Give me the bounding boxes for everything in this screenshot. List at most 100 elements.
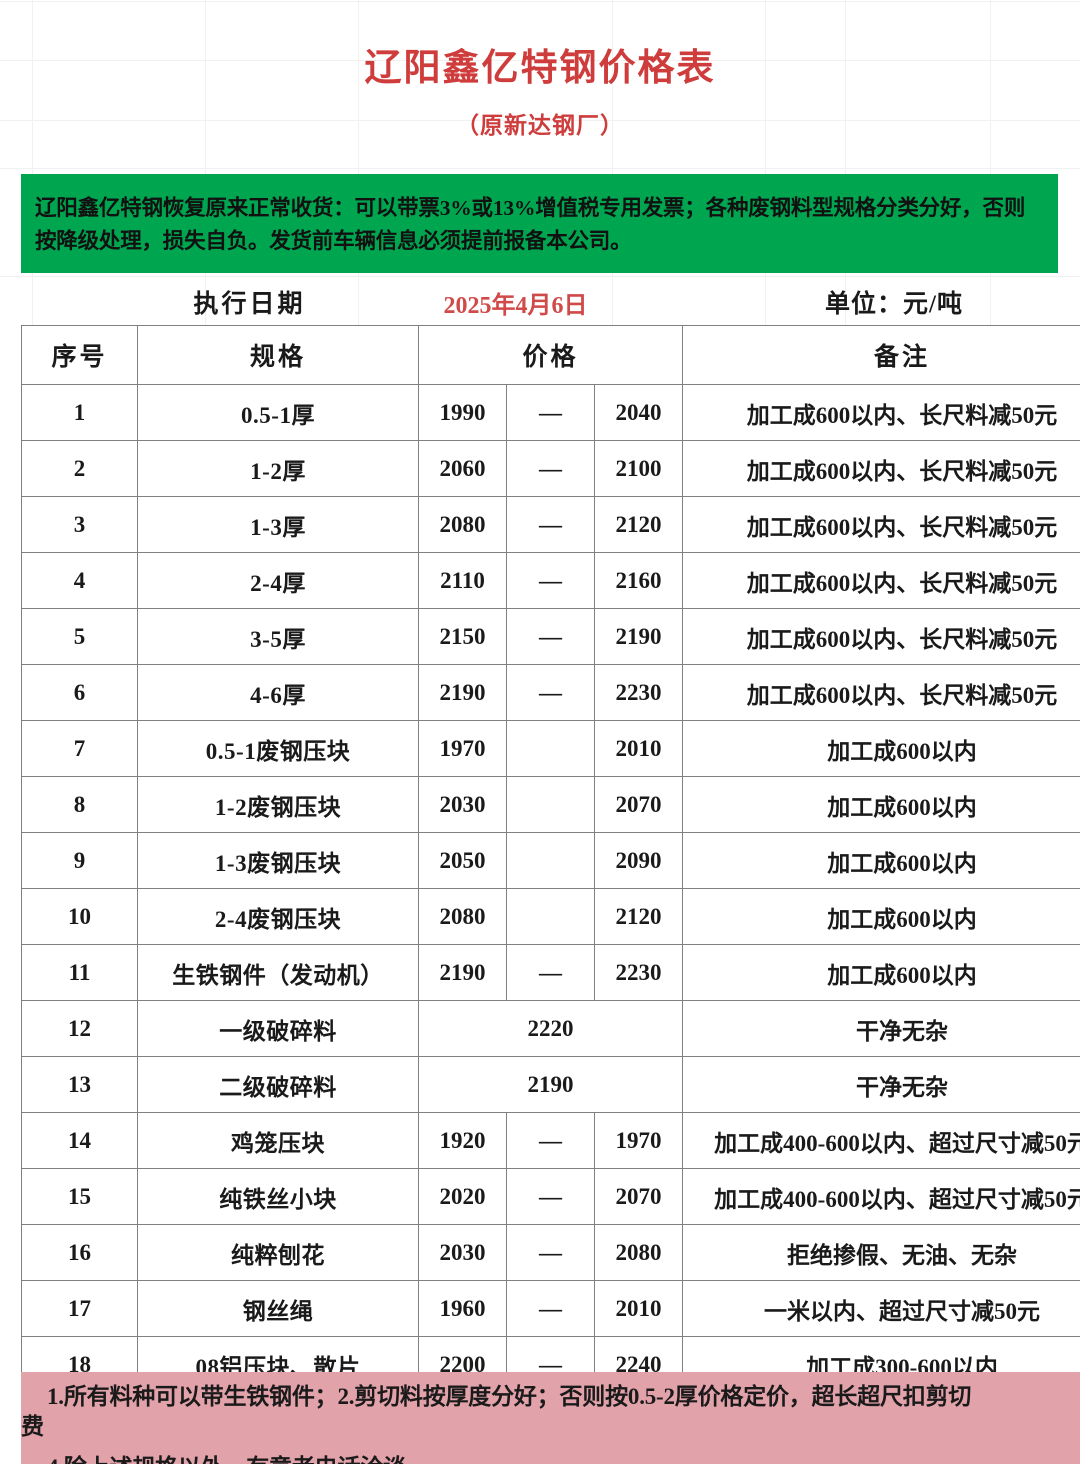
- page-title: 辽阳鑫亿特钢价格表: [364, 48, 716, 89]
- column-header-no: 序号: [21, 325, 138, 385]
- table-row: 16 纯粹刨花 2030—2080 拒绝掺假、无油、无杂: [21, 1224, 1080, 1281]
- price-high-cell: 2070: [593, 1168, 684, 1225]
- table-row: 6 4-6厚 2190—2230 加工成600以内、长尺料减50元: [21, 664, 1080, 721]
- price-range-dash: —: [506, 888, 595, 945]
- footer-notes: 1.所有料种可以带生铁钢件；2.剪切料按厚度分好；否则按0.5-2厚价格定价，超…: [21, 1372, 1080, 1464]
- remark-cell: 加工成600以内、长尺料减50元: [682, 608, 1080, 665]
- table-row: 3 1-3厚 2080—2120 加工成600以内、长尺料减50元: [21, 496, 1080, 553]
- table-row: 2 1-2厚 2060—2100 加工成600以内、长尺料减50元: [21, 440, 1080, 497]
- row-index-cell: 4: [21, 552, 138, 609]
- price-range-dash: —: [506, 1112, 595, 1169]
- table-row: 17 钢丝绳 1960—2010 一米以内、超过尺寸减50元: [21, 1280, 1080, 1337]
- table-row: 5 3-5厚 2150—2190 加工成600以内、长尺料减50元: [21, 608, 1080, 665]
- spec-cell: 二级破碎料: [137, 1056, 419, 1113]
- unit-label: 单位：元/吨: [825, 291, 963, 318]
- price-high-cell: 2160: [593, 552, 684, 609]
- price-high-cell: 2040: [593, 384, 684, 441]
- price-low-cell: 2080: [418, 888, 507, 945]
- price-range-dash: —: [506, 1280, 595, 1337]
- table-row: 18 08铝压块、散片 2200—2240 加工成300-600以内: [21, 1336, 1080, 1393]
- remark-cell: 拒绝掺假、无油、无杂: [682, 1224, 1080, 1281]
- remark-cell: 加工成600以内、长尺料减50元: [682, 496, 1080, 553]
- remark-cell: 加工成600以内、长尺料减50元: [682, 440, 1080, 497]
- row-index-cell: 1: [21, 384, 138, 441]
- notice-banner-text: 辽阳鑫亿特钢恢复原来正常收货：可以带票3%或13%增值税专用发票；各种废钢料型规…: [35, 196, 1026, 253]
- price-high-cell: 2230: [593, 664, 684, 721]
- table-row: 15 纯铁丝小块 2020—2070 加工成400-600以内、超过尺寸减50元: [21, 1168, 1080, 1225]
- row-index-cell: 13: [21, 1056, 138, 1113]
- price-high-cell: 2120: [593, 496, 684, 553]
- row-index-cell: 6: [21, 664, 138, 721]
- price-low-cell: 1920: [418, 1112, 507, 1169]
- table-row: 4 2-4厚 2110—2160 加工成600以内、长尺料减50元: [21, 552, 1080, 609]
- spec-cell: 0.5-1厚: [137, 384, 419, 441]
- remark-cell: 加工成600以内、长尺料减50元: [682, 664, 1080, 721]
- spec-cell: 纯铁丝小块: [137, 1168, 419, 1225]
- price-single-cell: 2220: [417, 1000, 684, 1057]
- price-high-cell: 2010: [593, 1280, 684, 1337]
- remark-cell: 加工成600以内、长尺料减50元: [682, 384, 1080, 441]
- price-range-dash: —: [506, 440, 595, 497]
- row-index-cell: 10: [21, 888, 138, 945]
- spec-cell: 鸡笼压块: [137, 1112, 419, 1169]
- price-range-dash: —: [506, 496, 595, 553]
- price-range-dash: —: [506, 1224, 595, 1281]
- price-high-cell: 2070: [593, 776, 684, 833]
- exec-date-label: 执行日期: [193, 291, 306, 318]
- table-row: 14 鸡笼压块 1920—1970 加工成400-600以内、超过尺寸减50元: [21, 1112, 1080, 1169]
- footer-note-line-2: 费: [21, 1414, 44, 1440]
- price-range-dash: —: [506, 552, 595, 609]
- spec-cell: 0.5-1废钢压块: [137, 720, 419, 777]
- price-low-cell: 1970: [418, 720, 507, 777]
- spec-cell: 4-6厚: [137, 664, 419, 721]
- price-low-cell: 2150: [418, 608, 507, 665]
- title-block: 辽阳鑫亿特钢价格表 （原新达钢厂）: [0, 0, 1080, 140]
- price-high-cell: 2190: [593, 608, 684, 665]
- table-row: 11 生铁钢件（发动机） 2190—2230 加工成600以内: [21, 944, 1080, 1001]
- row-index-cell: 17: [21, 1280, 138, 1337]
- price-range-dash: —: [506, 664, 595, 721]
- price-high-cell: 2090: [593, 832, 684, 889]
- spec-cell: 钢丝绳: [137, 1280, 419, 1337]
- price-range-dash: —: [506, 832, 595, 889]
- row-index-cell: 5: [21, 608, 138, 665]
- row-index-cell: 15: [21, 1168, 138, 1225]
- row-index-cell: 9: [21, 832, 138, 889]
- price-single-cell: 2190: [417, 1056, 684, 1113]
- price-high-cell: 2080: [593, 1224, 684, 1281]
- row-index-cell: 8: [21, 776, 138, 833]
- price-range-dash: —: [506, 944, 595, 1001]
- spec-cell: 2-4厚: [137, 552, 419, 609]
- price-range-dash: —: [506, 720, 595, 777]
- row-index-cell: 14: [21, 1112, 138, 1169]
- meta-row: 执行日期 2025年4月6日 单位：元/吨: [21, 279, 1059, 325]
- price-low-cell: 2110: [418, 552, 507, 609]
- spec-cell: 纯粹刨花: [137, 1224, 419, 1281]
- price-table-wrapper: 序号 规格 价格 备注 1 0.5-1厚 1990—2040 加工成600以内、长尺料…: [21, 325, 1080, 1393]
- price-table-body: 1 0.5-1厚 1990—2040 加工成600以内、长尺料减50元 2 1-2厚 206…: [21, 384, 1080, 1393]
- price-low-cell: 2190: [418, 664, 507, 721]
- price-high-cell: 2100: [593, 440, 684, 497]
- remark-cell: 干净无杂: [682, 1056, 1080, 1113]
- row-index-cell: 11: [21, 944, 138, 1001]
- column-header-remark: 备注: [682, 325, 1080, 385]
- column-header-price: 价格: [417, 325, 684, 385]
- spec-cell: 1-2废钢压块: [137, 776, 419, 833]
- price-range-dash: —: [506, 608, 595, 665]
- price-low-cell: 2020: [418, 1168, 507, 1225]
- remark-cell: 加工成600以内: [682, 776, 1080, 833]
- remark-cell: 干净无杂: [682, 1000, 1080, 1057]
- footer-note-line-1: 1.所有料种可以带生铁钢件；2.剪切料按厚度分好；否则按0.5-2厚价格定价，超…: [47, 1384, 972, 1409]
- price-low-cell: 2080: [418, 496, 507, 553]
- price-range-dash: —: [506, 1168, 595, 1225]
- spec-cell: 生铁钢件（发动机）: [137, 944, 419, 1001]
- price-low-cell: 1990: [418, 384, 507, 441]
- price-range-dash: —: [506, 776, 595, 833]
- spec-cell: 1-3废钢压块: [137, 832, 419, 889]
- remark-cell: 加工成400-600以内、超过尺寸减50元: [682, 1168, 1080, 1225]
- page-subtitle: （原新达钢厂）: [456, 113, 624, 139]
